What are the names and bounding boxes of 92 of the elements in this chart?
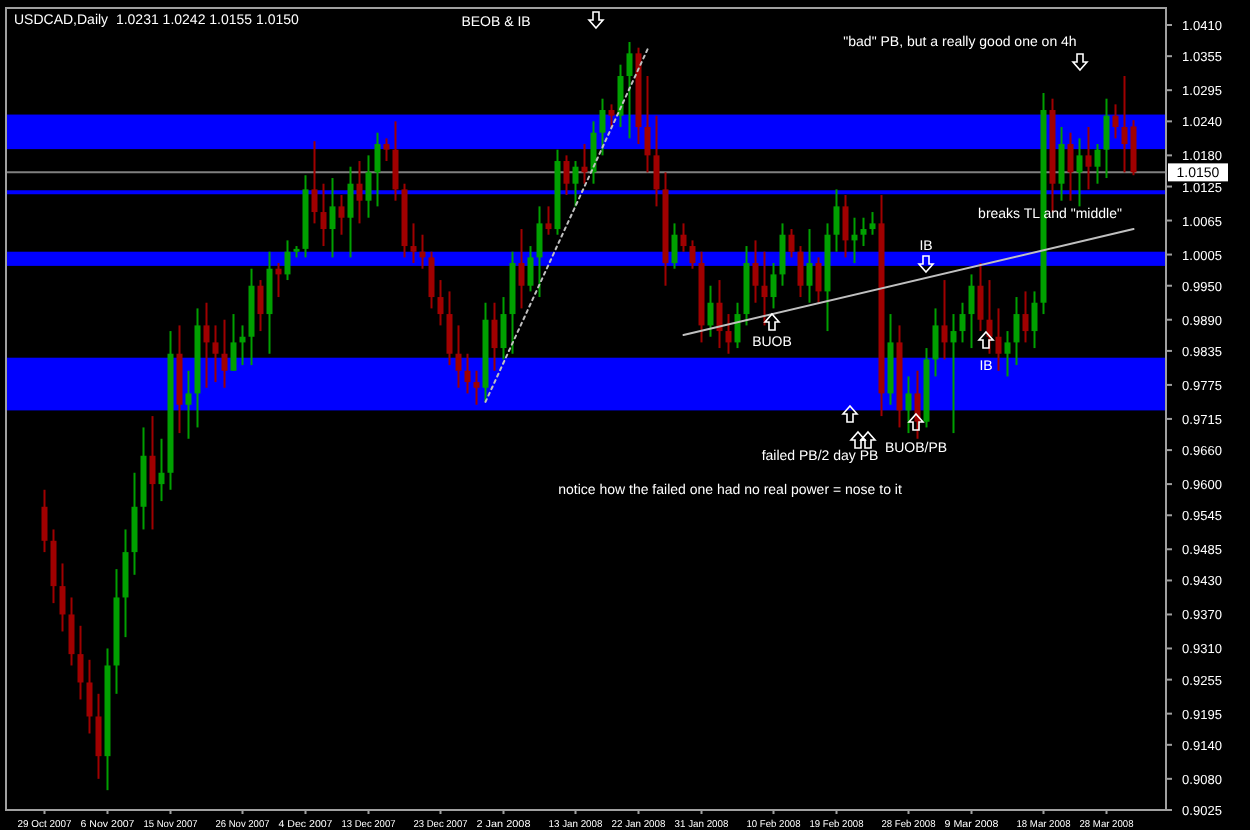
candlestick bbox=[158, 437, 165, 503]
candlestick bbox=[869, 211, 876, 236]
candlestick bbox=[86, 658, 93, 735]
candlestick bbox=[680, 222, 687, 253]
candlestick bbox=[995, 307, 1002, 372]
candlestick bbox=[185, 369, 192, 440]
candlestick bbox=[149, 415, 156, 531]
candlestick bbox=[1103, 97, 1110, 180]
candlestick bbox=[518, 228, 525, 310]
candlestick bbox=[536, 205, 543, 299]
candlestick bbox=[788, 228, 795, 259]
candlestick bbox=[347, 165, 354, 259]
candlestick bbox=[815, 256, 822, 304]
candlestick bbox=[977, 262, 984, 333]
candlestick bbox=[716, 279, 723, 350]
candlestick bbox=[1067, 131, 1074, 202]
candlestick bbox=[590, 120, 597, 185]
candlestick bbox=[1076, 137, 1083, 208]
candlestick bbox=[311, 140, 318, 225]
candlestick bbox=[1112, 103, 1119, 140]
candlestick bbox=[131, 471, 138, 576]
candlestick bbox=[329, 177, 336, 259]
candlestick bbox=[761, 250, 768, 327]
candlestick bbox=[797, 245, 804, 299]
candlestick bbox=[644, 75, 651, 174]
candlestick bbox=[770, 262, 777, 310]
candlestick bbox=[464, 352, 471, 395]
candlestick bbox=[473, 369, 480, 406]
candlestick bbox=[968, 273, 975, 350]
candlestick bbox=[1085, 126, 1092, 191]
candlestick bbox=[626, 41, 633, 140]
candlestick bbox=[671, 222, 678, 270]
candlestick bbox=[986, 279, 993, 355]
candlestick bbox=[266, 250, 273, 355]
candlestick bbox=[1058, 126, 1065, 202]
candlestick bbox=[563, 154, 570, 197]
candlestick bbox=[257, 279, 264, 333]
candlestick bbox=[860, 216, 867, 248]
candlestick bbox=[779, 222, 786, 287]
candlestick bbox=[338, 194, 345, 236]
candlestick bbox=[806, 228, 813, 304]
candlestick bbox=[59, 562, 66, 633]
candlestick bbox=[572, 160, 579, 208]
candlestick bbox=[1094, 143, 1101, 185]
candlestick bbox=[833, 188, 840, 253]
candlestick bbox=[932, 307, 939, 378]
candlestick bbox=[689, 239, 696, 270]
candlestick bbox=[428, 250, 435, 310]
candlestick bbox=[491, 301, 498, 372]
candlestick bbox=[707, 284, 714, 338]
candlestick bbox=[122, 528, 129, 639]
candlestick bbox=[1031, 290, 1038, 350]
candlestick bbox=[1013, 296, 1020, 367]
candlestick bbox=[392, 120, 399, 202]
candlestick bbox=[455, 324, 462, 389]
candlestick bbox=[410, 222, 417, 265]
candlestick bbox=[545, 205, 552, 236]
candlestick bbox=[374, 131, 381, 208]
candlestick bbox=[734, 301, 741, 350]
candlestick bbox=[617, 63, 624, 129]
candlestick bbox=[212, 324, 219, 384]
candlestick bbox=[959, 301, 966, 344]
candlestick bbox=[653, 114, 660, 208]
candlestick bbox=[500, 296, 507, 361]
candlestick bbox=[608, 103, 615, 129]
candlestick bbox=[905, 375, 912, 435]
candlestick bbox=[842, 194, 849, 259]
candlestick bbox=[95, 692, 102, 780]
candlestick bbox=[221, 318, 228, 389]
candlestick bbox=[365, 154, 372, 219]
candlestick bbox=[446, 290, 453, 367]
candlestick bbox=[1022, 290, 1029, 344]
candlestick bbox=[77, 624, 84, 701]
candlestick bbox=[320, 182, 327, 248]
candlestick bbox=[950, 313, 957, 435]
candlestick bbox=[725, 313, 732, 355]
candlestick bbox=[230, 313, 237, 372]
candlestick bbox=[599, 97, 606, 157]
candlestick bbox=[752, 239, 759, 304]
candlestick bbox=[50, 528, 57, 605]
candlestick bbox=[437, 279, 444, 327]
candlestick bbox=[41, 488, 48, 554]
candlestick bbox=[284, 239, 291, 282]
candlestick bbox=[527, 245, 534, 293]
candlestick bbox=[914, 369, 921, 440]
candlestick bbox=[356, 160, 363, 225]
candlestick bbox=[1130, 119, 1137, 177]
candlestick bbox=[203, 301, 210, 389]
candlestick bbox=[68, 596, 75, 667]
candlestick bbox=[383, 137, 390, 163]
candlestick bbox=[1004, 330, 1011, 378]
candlestick bbox=[941, 279, 948, 361]
